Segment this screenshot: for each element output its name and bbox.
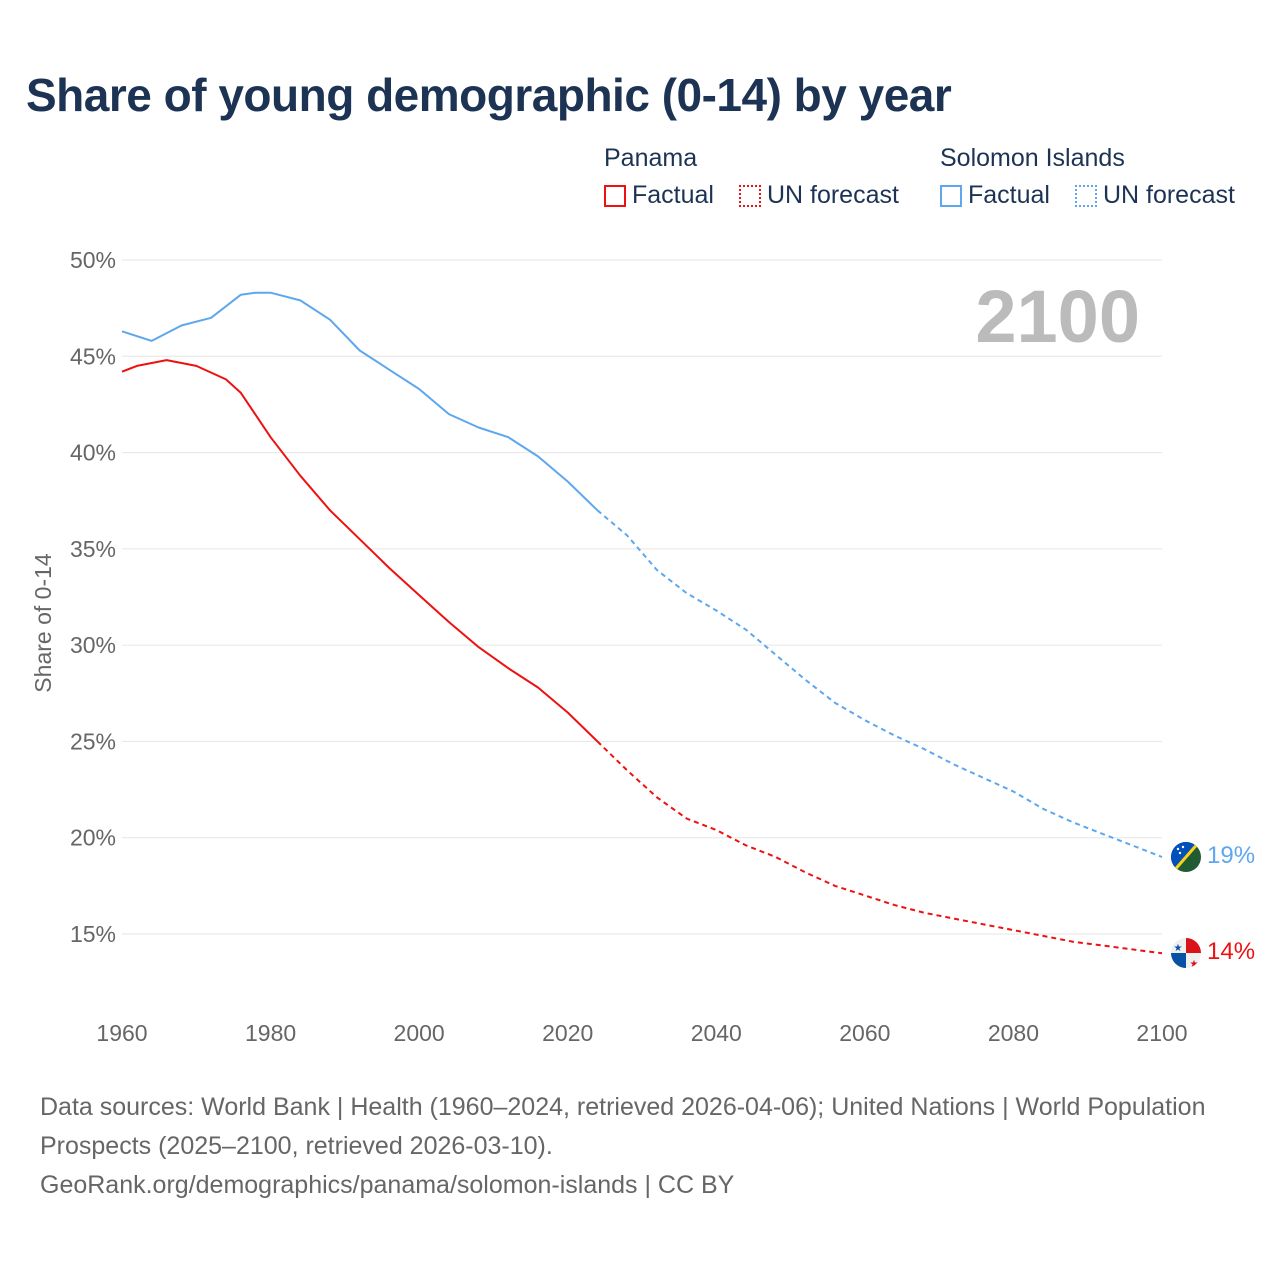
y-axis-label: Share of 0-14 [30, 553, 56, 693]
legend-solomon: Solomon Islands Factual UN forecast [940, 144, 1235, 214]
solomon-islands-forecast-line [596, 509, 1163, 858]
y-tick-label: 30% [70, 632, 116, 658]
y-tick-label: 35% [70, 536, 116, 562]
legend-solomon-factual[interactable]: Factual [940, 181, 1050, 210]
x-tick-label: 2040 [691, 1020, 742, 1046]
y-tick-label: 45% [70, 343, 116, 369]
legend-label: Factual [632, 181, 714, 209]
legend-panama: Panama Factual UN forecast [604, 144, 917, 214]
panama-end-label: 14% [1207, 938, 1255, 965]
source-link[interactable]: GeoRank.org/demographics/panama/solomon-… [40, 1171, 735, 1199]
legend-label: Factual [968, 181, 1050, 209]
legend-panama-forecast[interactable]: UN forecast [738, 181, 899, 210]
y-tick-label: 25% [70, 728, 116, 754]
source-text: Data sources: World Bank | Health (1960–… [40, 1093, 1206, 1160]
x-tick-label: 2100 [1136, 1020, 1187, 1046]
svg-text:★: ★ [1174, 943, 1183, 954]
year-watermark: 2100 [975, 275, 1140, 358]
dotted-swatch-icon [738, 184, 761, 207]
source-note: Data sources: World Bank | Health (1960–… [40, 1088, 1220, 1205]
chart-title: Share of young demographic (0-14) by yea… [26, 69, 952, 121]
solid-swatch-icon [604, 184, 626, 207]
legend-solomon-forecast[interactable]: UN forecast [1074, 181, 1235, 210]
x-tick-label: 2060 [839, 1020, 890, 1046]
panama-forecast-line [596, 740, 1163, 955]
y-tick-label: 15% [70, 921, 116, 947]
panama-flag-icon: ★ ★ [1171, 938, 1201, 970]
legend-country: Panama [604, 144, 698, 172]
panama-factual-line [121, 359, 599, 743]
legend-country: Solomon Islands [940, 144, 1125, 172]
legend-label: UN forecast [1102, 181, 1235, 209]
x-tick-label: 2000 [394, 1020, 445, 1046]
y-tick-label: 40% [70, 440, 116, 466]
x-tick-label: 2020 [542, 1020, 593, 1046]
dotted-swatch-icon [1074, 184, 1097, 207]
solomon-end-label: 19% [1207, 842, 1255, 869]
solomon-flag-icon [1171, 842, 1201, 872]
x-tick-label: 1980 [245, 1020, 296, 1046]
y-tick-label: 50% [70, 247, 116, 273]
legend-label: UN forecast [766, 181, 899, 209]
x-tick-label: 2080 [988, 1020, 1039, 1046]
svg-text:★: ★ [1190, 959, 1199, 970]
solomon-islands-factual-line [121, 291, 599, 512]
y-tick-label: 20% [70, 825, 116, 851]
legend-panama-factual[interactable]: Factual [604, 181, 714, 210]
x-tick-label: 1960 [96, 1020, 147, 1046]
solid-swatch-icon [940, 184, 962, 207]
